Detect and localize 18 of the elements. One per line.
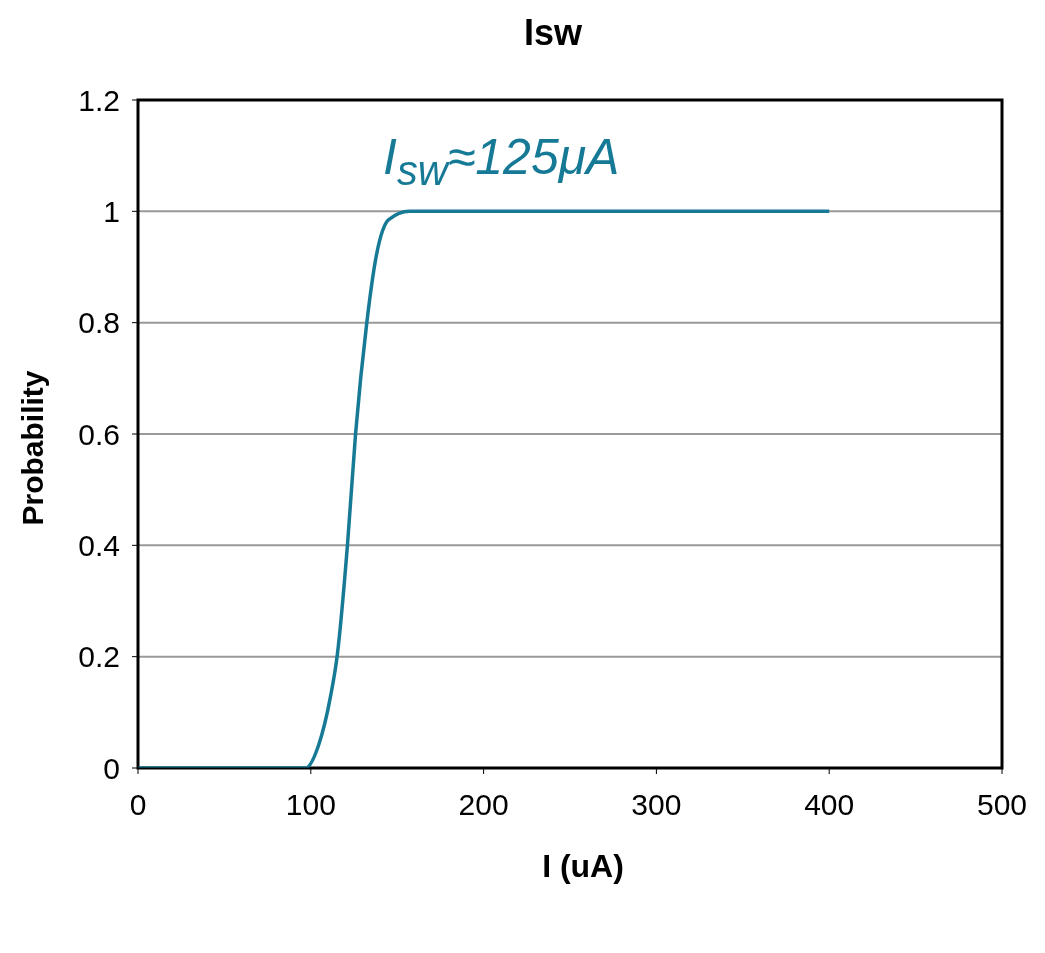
y-tick-label: 1 <box>103 194 120 228</box>
y-tick-label: 1.2 <box>78 83 120 117</box>
x-tick-label: 100 <box>285 788 336 822</box>
y-tick-label: 0.2 <box>78 640 120 674</box>
y-tick-label: 0.6 <box>78 417 120 451</box>
x-axis-title: I (uA) <box>541 848 625 885</box>
x-tick-label: 300 <box>631 788 682 822</box>
y-tick-label: 0.4 <box>78 528 120 562</box>
line-series <box>138 209 831 768</box>
annotation: I$_{sw}$≈125μA <box>383 128 620 195</box>
y-tick-label: 0 <box>103 751 120 785</box>
chart-title: Isw <box>523 11 583 55</box>
y-axis-title: Probability <box>16 370 50 526</box>
x-tick-label: 400 <box>804 788 855 822</box>
x-tick-label: 500 <box>976 788 1028 822</box>
x-tick-label: 0 <box>129 788 147 822</box>
y-tick-label: 0.8 <box>78 306 120 340</box>
x-tick-label: 200 <box>458 788 509 822</box>
